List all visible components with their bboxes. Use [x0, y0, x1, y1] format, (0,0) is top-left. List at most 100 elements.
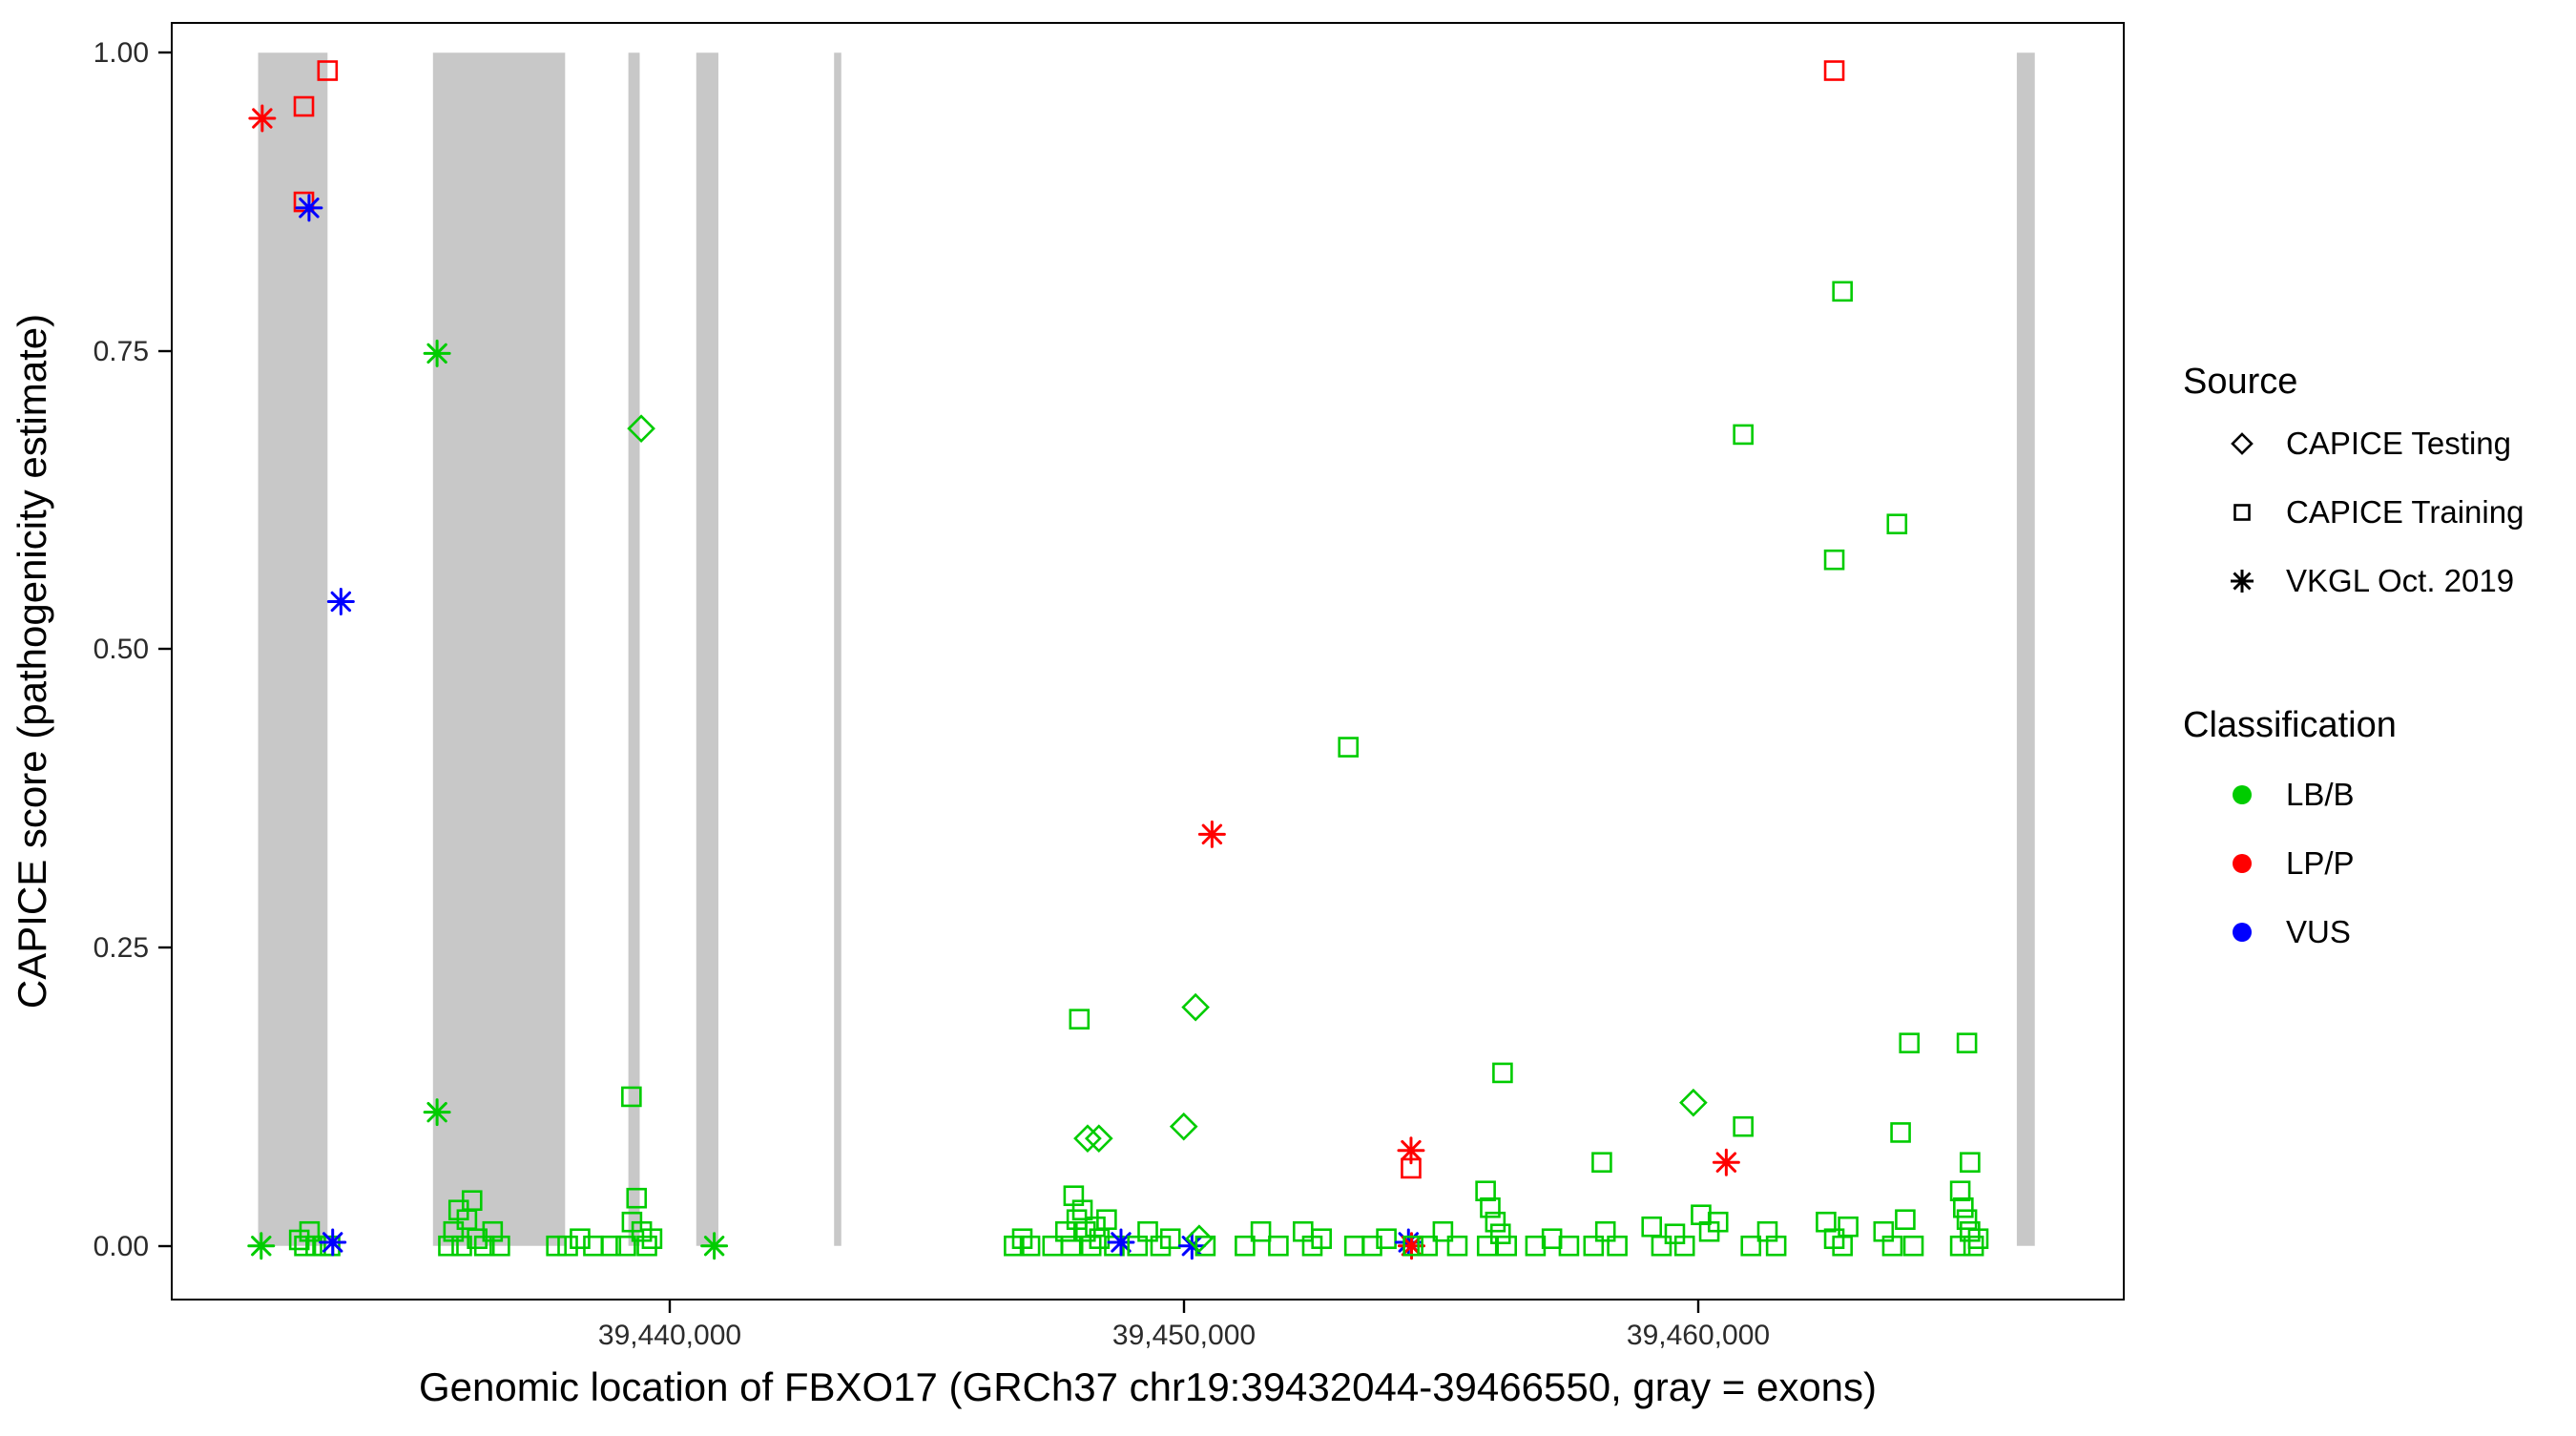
data-point	[1195, 1235, 1216, 1257]
data-point	[293, 191, 315, 213]
data-point	[1707, 1211, 1729, 1233]
data-point	[299, 1220, 321, 1242]
exon-band	[2016, 52, 2035, 1246]
legend-classification-title: Classification	[2183, 705, 2397, 745]
data-point	[1881, 1235, 1903, 1257]
exon-band	[834, 52, 841, 1246]
data-point	[1071, 1199, 1093, 1221]
data-point	[1480, 1197, 1501, 1218]
data-point	[1496, 1235, 1518, 1257]
data-point	[247, 1232, 276, 1260]
data-point	[295, 194, 323, 222]
data-point	[1967, 1228, 1989, 1250]
y-tick-label: 0.00	[93, 1231, 149, 1262]
legend-source: Source CAPICE Testing CAPICE Training VK…	[2183, 362, 2524, 598]
x-tick-label: 39,460,000	[1627, 1320, 1770, 1351]
exon-band	[628, 52, 640, 1246]
data-point	[1902, 1235, 1924, 1257]
data-point	[1311, 1228, 1332, 1250]
data-point	[1963, 1235, 1984, 1257]
data-point	[1197, 820, 1226, 848]
data-point	[1019, 1235, 1041, 1257]
diamond-icon	[2231, 432, 2254, 455]
data-point	[1956, 1209, 1978, 1231]
data-point	[1733, 424, 1754, 446]
data-point	[1338, 737, 1360, 758]
data-point	[557, 1235, 578, 1257]
data-point	[317, 60, 339, 81]
data-point	[570, 1228, 591, 1250]
data-point	[1060, 1235, 1082, 1257]
data-point	[1011, 1228, 1033, 1250]
data-point	[1558, 1235, 1580, 1257]
data-point	[1446, 1235, 1468, 1257]
x-tick-label: 39,440,000	[598, 1320, 741, 1351]
y-tick-label: 0.25	[93, 932, 149, 964]
legend-item-vkgl: VKGL Oct. 2019	[2286, 563, 2514, 598]
data-point	[700, 1232, 729, 1260]
legend-item-lpp: LP/P	[2286, 845, 2355, 881]
data-point	[1899, 1032, 1921, 1053]
data-point	[1137, 1220, 1158, 1242]
y-tick-label: 1.00	[93, 37, 149, 69]
data-point	[546, 1235, 567, 1257]
data-point	[319, 1228, 347, 1257]
data-point	[423, 339, 451, 367]
data-point	[1594, 1220, 1616, 1242]
data-point	[1712, 1148, 1740, 1176]
legend-item-vus: VUS	[2286, 914, 2351, 949]
data-point	[600, 1235, 622, 1257]
data-point	[1073, 1124, 1102, 1154]
data-point	[1235, 1235, 1256, 1257]
data-point	[627, 414, 655, 443]
data-point	[1673, 1235, 1695, 1257]
data-point	[482, 1220, 504, 1242]
data-point	[1475, 1180, 1496, 1202]
asterisk-icon	[2231, 570, 2254, 593]
data-point	[1733, 1115, 1754, 1137]
y-tick-label: 0.50	[93, 634, 149, 665]
data-point	[1107, 1228, 1135, 1257]
data-point	[1591, 1152, 1612, 1173]
data-point	[1169, 1112, 1198, 1141]
data-point	[1085, 1216, 1106, 1238]
data-point	[1401, 1157, 1422, 1179]
data-point	[1159, 1228, 1181, 1250]
data-point	[1397, 1136, 1425, 1165]
data-point	[1476, 1235, 1498, 1257]
data-point	[1651, 1235, 1672, 1257]
data-point	[1177, 1232, 1206, 1260]
data-point	[1489, 1223, 1511, 1245]
data-point	[423, 1098, 451, 1127]
data-point	[461, 1190, 483, 1212]
data-point	[1485, 1211, 1506, 1233]
data-point	[1525, 1235, 1547, 1257]
y-axis-title: CAPICE score (pathogenicity estimate)	[10, 314, 54, 1009]
data-point	[1823, 549, 1845, 571]
data-point	[1492, 1062, 1513, 1084]
data-point	[294, 1235, 315, 1257]
legend-item-capice-training: CAPICE Training	[2286, 494, 2524, 530]
data-point	[1895, 1209, 1916, 1231]
data-point	[1054, 1220, 1076, 1242]
data-point	[1268, 1235, 1289, 1257]
data-point	[1084, 1124, 1113, 1154]
data-point	[1069, 1009, 1091, 1030]
data-point	[1956, 1032, 1978, 1053]
lbb-dot-icon	[2233, 785, 2252, 804]
exon-band	[432, 52, 566, 1246]
data-point	[1250, 1220, 1272, 1242]
data-point	[489, 1235, 510, 1257]
data-point	[1886, 513, 1908, 534]
data-point	[1096, 1209, 1117, 1231]
data-point	[1960, 1152, 1981, 1173]
data-point	[1740, 1235, 1762, 1257]
x-axis-ticks	[668, 1300, 1700, 1313]
data-point	[641, 1228, 663, 1250]
data-point	[1432, 1220, 1454, 1242]
data-point	[451, 1235, 472, 1257]
exon-band	[258, 52, 328, 1246]
legend-classification: Classification LB/B LP/P VUS	[2183, 705, 2397, 949]
data-point	[1376, 1228, 1397, 1250]
data-point	[1679, 1088, 1708, 1117]
